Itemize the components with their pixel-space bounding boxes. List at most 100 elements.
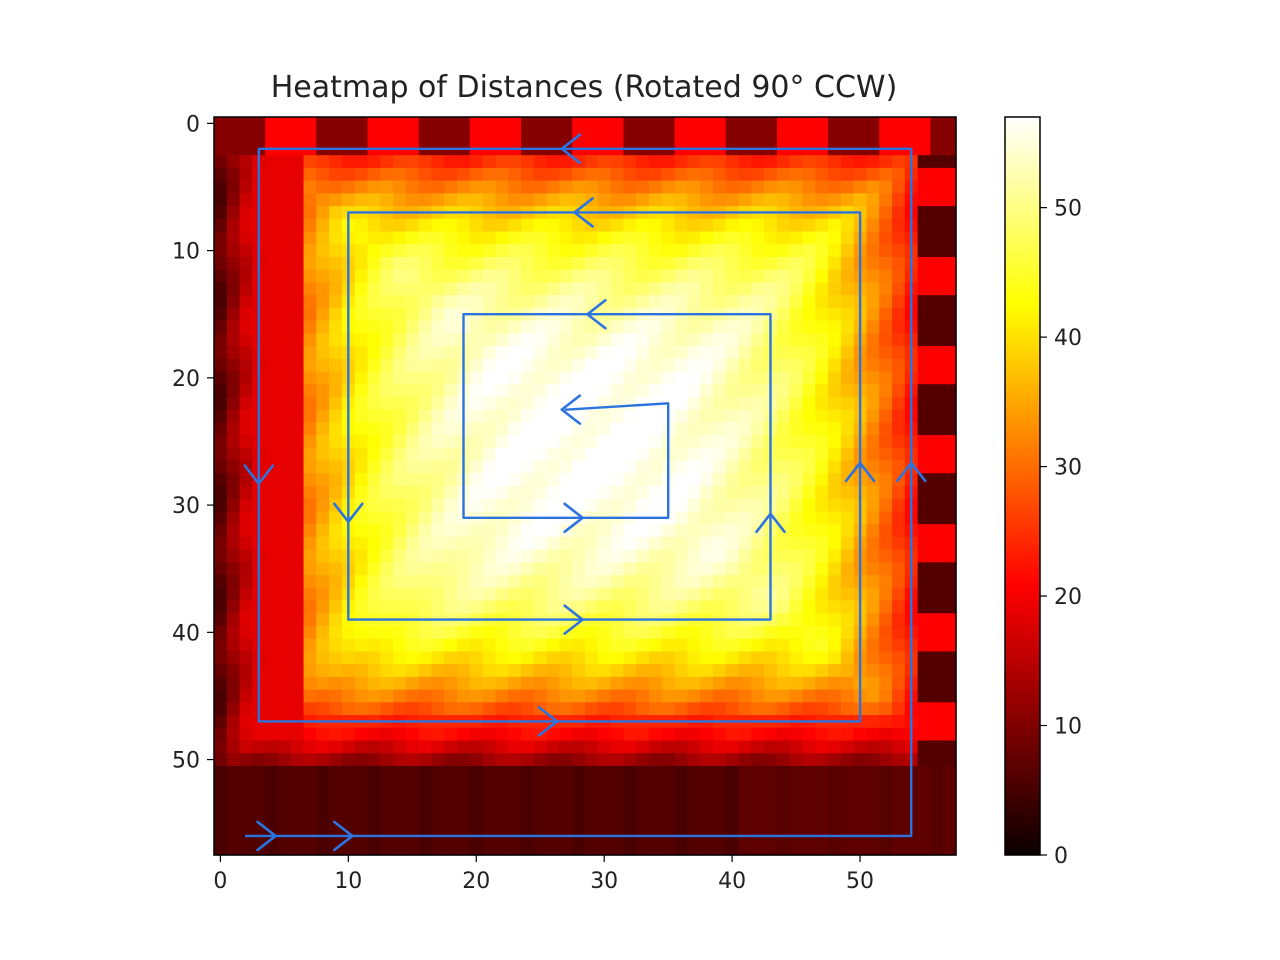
heatmap-cell [853,804,868,818]
heatmap-cell [405,676,420,691]
heatmap-cell [866,346,880,360]
heatmap-cell [521,358,535,373]
heatmap-cell [226,460,241,474]
heatmap-cell [738,269,752,284]
heatmap-cell [879,727,893,742]
heatmap-cell [444,269,458,284]
heatmap-cell [789,804,804,818]
heatmap-cell [457,816,471,831]
heatmap-cell [495,384,509,398]
heatmap-cell [405,587,420,602]
heatmap-cell [725,638,740,653]
heatmap-cell [418,384,433,398]
heatmap-cell [521,740,535,754]
heatmap-cell [840,117,855,131]
heatmap-cell [214,129,228,144]
heatmap-cell [648,765,663,780]
heatmap-cell [444,396,458,411]
heatmap-cell [764,778,778,792]
heatmap-cell [546,702,561,716]
heatmap-cell [866,244,880,258]
heatmap-cell [802,269,816,284]
heatmap-cell [559,371,573,385]
heatmap-cell [316,167,330,182]
heatmap-cell [866,269,880,284]
heatmap-cell [674,791,688,805]
heatmap-cell [303,727,317,742]
heatmap-cell [585,600,599,614]
heatmap-cell [866,218,880,233]
x-axis: 0 10 20 30 40 50 [213,855,874,894]
heatmap-cell [789,193,804,207]
heatmap-cell [776,498,791,513]
heatmap-cell [802,371,816,385]
heatmap-cell [495,447,509,462]
heatmap-cell [892,613,906,627]
heatmap-cell [738,435,752,449]
heatmap-cell [393,218,407,233]
heatmap-cell [265,409,279,423]
heatmap-cell [764,651,778,665]
heatmap-cell [214,269,228,284]
heatmap-cell [840,676,855,691]
heatmap-cell [546,193,561,207]
heatmap-cell [418,269,433,284]
heatmap-cell [879,689,893,703]
heatmap-cell [559,676,573,691]
heatmap-cell [393,524,407,538]
heatmap-cell [610,587,624,602]
heatmap-cell [444,460,458,474]
heatmap-cell [508,727,522,742]
heatmap-cell [303,269,317,284]
heatmap-cell [725,625,740,640]
heatmap-cell [367,562,381,576]
heatmap-cell [469,295,484,309]
heatmap-cell [508,689,522,703]
heatmap-cell [418,702,433,716]
heatmap-cell [418,282,433,296]
heatmap-cell [367,524,381,538]
heatmap-cell [674,587,688,602]
heatmap-cell [418,778,433,792]
heatmap-cell [751,689,765,703]
heatmap-cell [943,702,957,716]
heatmap-cell [636,498,650,513]
heatmap-cell [725,702,740,716]
heatmap-cell [367,664,381,678]
heatmap-cell [482,765,497,780]
heatmap-cell [879,422,893,436]
heatmap-cell [789,587,804,602]
heatmap-cell [879,346,893,360]
heatmap-cell [917,804,932,818]
heatmap-cell [648,664,663,678]
heatmap-cell [892,269,906,284]
heatmap-cell [239,613,253,627]
heatmap-cell [700,396,714,411]
heatmap-cell [712,524,727,538]
heatmap-cell [239,804,253,818]
heatmap-cell [316,129,330,144]
heatmap-cell [214,371,228,385]
heatmap-cell [380,549,394,563]
heatmap-cell [674,765,688,780]
heatmap-cell [828,155,842,169]
heatmap-cell [751,396,765,411]
heatmap-cell [866,613,880,627]
heatmap-cell [521,600,535,614]
heatmap-cell [840,562,855,576]
heatmap-cell [866,460,880,474]
heatmap-cell [687,778,701,792]
heatmap-cell [853,778,868,792]
heatmap-cell [214,180,228,194]
heatmap-cell [623,346,637,360]
heatmap-cell [482,396,497,411]
heatmap-cell [636,536,650,551]
heatmap-cell [661,765,676,780]
heatmap-cell [700,346,714,360]
heatmap-cell [239,435,253,449]
heatmap-cell [495,371,509,385]
heatmap-cell [661,791,676,805]
heatmap-cell [495,816,509,831]
heatmap-cell [214,727,228,742]
heatmap-cell [457,740,471,754]
